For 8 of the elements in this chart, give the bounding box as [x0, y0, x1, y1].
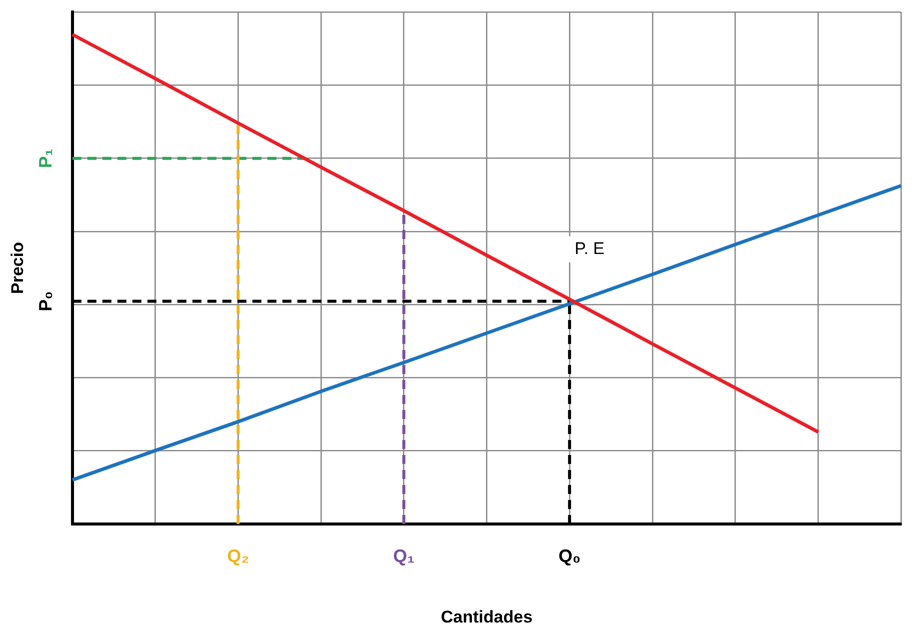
ref-line-label: P₀	[35, 291, 56, 312]
y-axis-title: Precio	[8, 242, 27, 294]
x-tick-label: Q₁	[393, 546, 415, 566]
x-tick-label: Q₂	[227, 546, 250, 566]
x-tick-label: Q₀	[558, 546, 581, 566]
annotation: P. E	[574, 238, 605, 258]
ref-line-label: P₁	[35, 148, 56, 168]
x-axis-title: Cantidades	[440, 607, 533, 626]
